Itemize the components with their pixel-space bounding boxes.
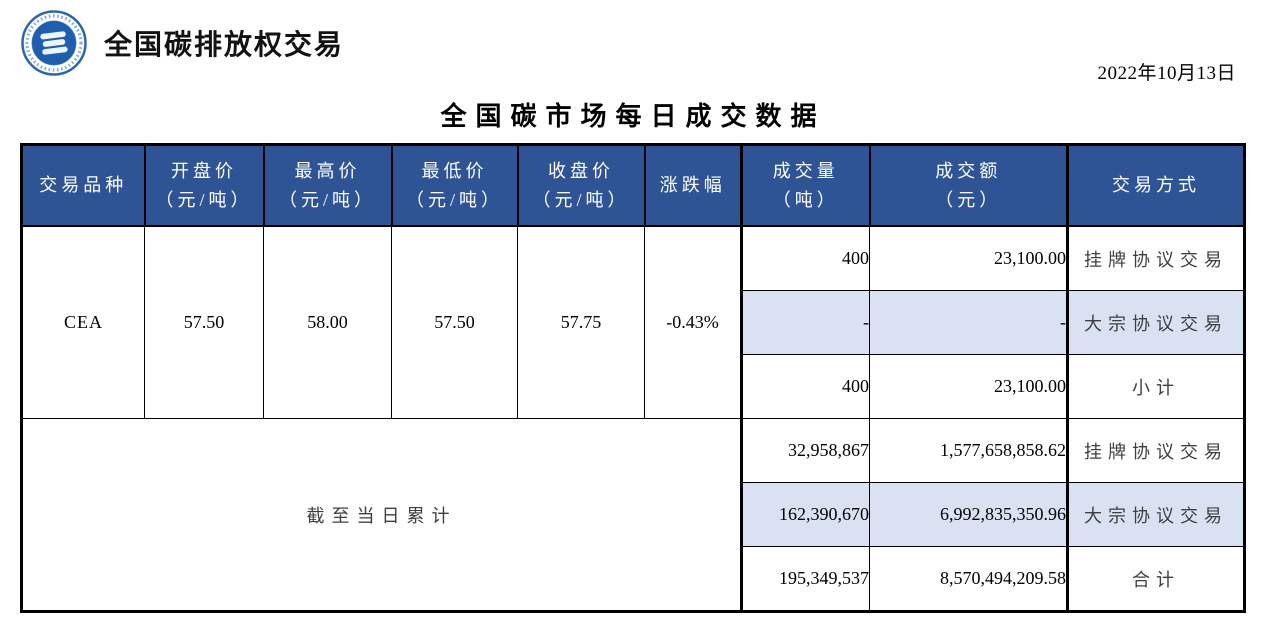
header-product: 交易品种 — [20, 143, 146, 227]
header-low: 最低价 （元/吨） — [390, 143, 519, 227]
daily-row-subtotal: 400 23,100.00 小计 — [22, 354, 1245, 419]
daily-row-listed: CEA 57.50 58.00 57.50 57.75 -0.43% 400 2… — [21, 225, 1245, 419]
daily-listed-method: 挂牌协议交易 — [1066, 225, 1245, 291]
brand-name: 全国碳排放权交易 — [104, 29, 345, 60]
cumulative-row-block: 162,390,670 6,992,835,350.96 大宗协议交易 — [22, 482, 1245, 547]
cumulative-total-amount: 8,570,494,209.58 — [869, 546, 1068, 612]
daily-subtotal-method: 小计 — [1066, 354, 1245, 419]
change-pct-cell: -0.43% — [644, 225, 742, 419]
high-price-cell: 58.00 — [263, 225, 392, 419]
daily-block-volume: - — [740, 290, 870, 355]
daily-trading-table: 交易品种 开盘价 （元/吨） 最高价 （元/吨） 最低价 （元/吨） 收盘价 （… — [20, 143, 1246, 613]
header-high: 最高价 （元/吨） — [262, 143, 393, 227]
cumulative-row-listed: 截至当日累计 32,958,867 1,577,658,858.62 挂牌协议交… — [21, 418, 1245, 612]
cumulative-total-volume: 195,349,537 — [740, 546, 870, 612]
cumulative-listed-amount: 1,577,658,858.62 — [869, 418, 1068, 483]
header-open: 开盘价 （元/吨） — [143, 143, 265, 227]
cumulative-block-method: 大宗协议交易 — [1066, 482, 1245, 547]
cumulative-listed-method: 挂牌协议交易 — [1066, 418, 1245, 483]
report-date: 2022年10月13日 — [1097, 63, 1236, 84]
low-price-cell: 57.50 — [391, 225, 518, 419]
header-row: 交易品种 开盘价 （元/吨） 最高价 （元/吨） 最低价 （元/吨） 收盘价 （… — [20, 143, 1246, 227]
daily-block-amount: - — [869, 290, 1068, 355]
header-method: 交易方式 — [1066, 143, 1246, 227]
exchange-logo-icon — [21, 10, 87, 76]
header-volume: 成交量 （吨） — [740, 143, 871, 227]
cumulative-row-total: 195,349,537 8,570,494,209.58 合计 — [22, 546, 1245, 612]
close-price-cell: 57.75 — [517, 225, 645, 419]
open-price-cell: 57.50 — [144, 225, 264, 419]
daily-row-block: - - 大宗协议交易 — [22, 290, 1245, 355]
product-cell: CEA — [21, 225, 145, 419]
cumulative-total-method: 合计 — [1066, 546, 1245, 612]
daily-listed-amount: 23,100.00 — [869, 225, 1068, 291]
header-amount: 成交额 （元） — [868, 143, 1069, 227]
daily-subtotal-volume: 400 — [740, 354, 870, 419]
cumulative-label-cell: 截至当日累计 — [21, 418, 742, 612]
cumulative-listed-volume: 32,958,867 — [740, 418, 870, 483]
daily-listed-volume: 400 — [740, 225, 870, 291]
header-close: 收盘价 （元/吨） — [516, 143, 646, 227]
daily-subtotal-amount: 23,100.00 — [869, 354, 1068, 419]
brand-header: 全国碳排放权交易 — [20, 9, 344, 77]
page-title: 全国碳市场每日成交数据 — [440, 102, 826, 131]
cumulative-block-volume: 162,390,670 — [740, 482, 870, 547]
daily-block-method: 大宗协议交易 — [1066, 290, 1245, 355]
cumulative-block-amount: 6,992,835,350.96 — [869, 482, 1068, 547]
header-change: 涨跌幅 — [643, 143, 743, 227]
